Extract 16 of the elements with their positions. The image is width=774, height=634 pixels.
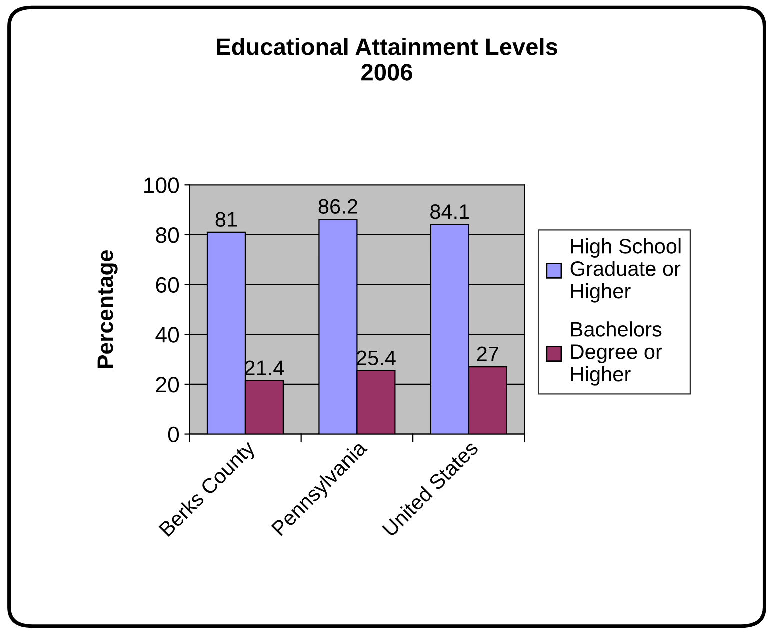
y-tick-label: 40 — [156, 327, 180, 343]
data-label: 84.1 — [430, 204, 470, 220]
data-label: 81 — [216, 212, 238, 227]
y-tick-label: 0 — [168, 426, 180, 443]
legend-label: High School Graduate or Higher — [570, 238, 681, 303]
legend-label: Bachelors Degree or Higher — [572, 322, 662, 386]
y-tick-label: 80 — [156, 227, 180, 244]
data-label: 86.2 — [318, 199, 358, 214]
y-tick-label: 20 — [156, 376, 180, 393]
chart-title: Educational Attainment Levels 2006 — [217, 38, 558, 81]
y-tick-label: 60 — [156, 277, 180, 294]
y-axis-title: Percentage — [98, 250, 118, 368]
data-label: 27 — [477, 346, 498, 362]
data-label: 21.4 — [245, 360, 284, 376]
y-tick-label: 100 — [144, 178, 180, 194]
data-label: 25.4 — [356, 350, 396, 366]
